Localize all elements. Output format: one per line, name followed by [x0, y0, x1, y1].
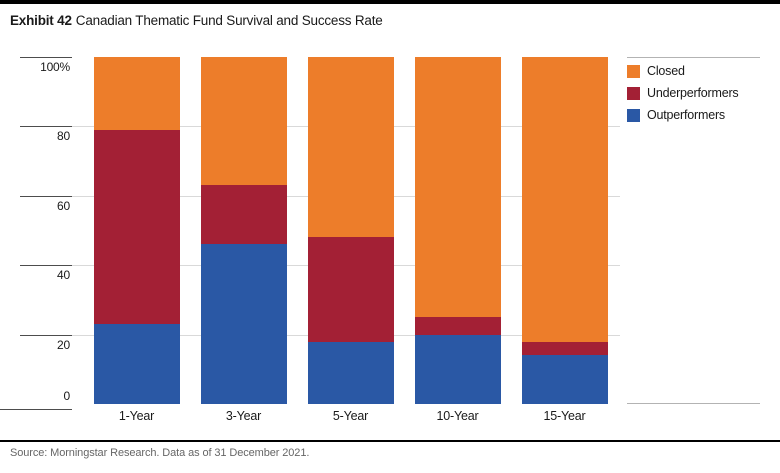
bar-segment-underperformers-10-year: [414, 317, 501, 335]
x-label-5-year: 5-Year: [332, 409, 369, 423]
chart-title: Exhibit 42 Canadian Thematic Fund Surviva…: [10, 13, 383, 28]
x-label-3-year: 3-Year: [225, 409, 262, 423]
y-tick-label-zero: 0: [63, 389, 71, 403]
top-accent-bar: [0, 0, 780, 4]
bar-segment-underperformers-1-year: [93, 129, 180, 325]
bar-segment-outperformers-10-year: [414, 334, 501, 404]
bar-5-year: [307, 57, 394, 404]
y-tick-label: 60: [57, 198, 70, 213]
legend-label-underperformers: Underperformers: [647, 86, 739, 100]
bar-segment-closed-3-year: [200, 57, 287, 186]
legend-swatch-outperformers: [627, 108, 640, 122]
y-tick-20: 20: [20, 334, 72, 352]
legend-label-closed: Closed: [647, 64, 685, 78]
legend-item-outperformers: Outperformers: [627, 108, 760, 122]
y-tick-80: 80: [20, 126, 72, 143]
bar-10-year: [414, 57, 501, 404]
bar-segment-closed-15-year: [521, 57, 608, 342]
legend: Closed Underperformers Outperformers: [627, 57, 760, 404]
y-tick-100: 100%: [20, 57, 72, 74]
y-tick-40: 40: [20, 265, 72, 282]
bar-segment-underperformers-5-year: [307, 237, 394, 342]
bar-segment-closed-1-year: [93, 57, 180, 130]
y-axis-baseline: [0, 409, 72, 410]
legend-swatch-closed: [627, 64, 640, 78]
x-label-15-year: 15-Year: [543, 409, 586, 423]
legend-label-outperformers: Outperformers: [647, 108, 725, 122]
bar-1-year: [93, 57, 180, 404]
legend-item-closed: Closed: [627, 64, 760, 78]
x-label-1-year: 1-Year: [118, 409, 155, 423]
legend-item-underperformers: Underperformers: [627, 86, 760, 100]
chart-title-text: Canadian Thematic Fund Survival and Succ…: [75, 13, 383, 28]
y-tick-label: 20: [57, 337, 70, 352]
legend-swatch-underperformers: [627, 86, 640, 100]
source-note: Source: Morningstar Research. Data as of…: [10, 447, 310, 459]
y-tick-label: 40: [57, 268, 70, 283]
y-axis: 100% 80 60 40 20 0: [0, 57, 72, 410]
bar-segment-outperformers-5-year: [307, 341, 394, 404]
y-tick-60: 60: [20, 195, 72, 213]
bar-3-year: [200, 57, 287, 404]
bar-segment-outperformers-15-year: [521, 355, 608, 404]
bar-segment-closed-10-year: [414, 57, 501, 318]
y-tick-label: 100%: [40, 60, 70, 74]
bar-segment-underperformers-3-year: [200, 185, 287, 245]
bar-segment-underperformers-15-year: [521, 341, 608, 356]
footer-divider: [0, 440, 780, 442]
x-label-10-year: 10-Year: [436, 409, 479, 423]
bar-15-year: [521, 57, 608, 404]
exhibit-number-label: Exhibit 42: [10, 13, 72, 28]
plot-area: 1-Year 3-Year 5-Year 10-Year 15-Year: [72, 57, 620, 427]
y-tick-label: 80: [57, 129, 70, 144]
bar-segment-outperformers-3-year: [200, 244, 287, 404]
chart-area: 100% 80 60 40 20 0 1-Year 3-Year 5-Year 10-Year 1…: [0, 57, 780, 427]
bar-segment-closed-5-year: [307, 57, 394, 238]
bar-segment-outperformers-1-year: [93, 324, 180, 404]
